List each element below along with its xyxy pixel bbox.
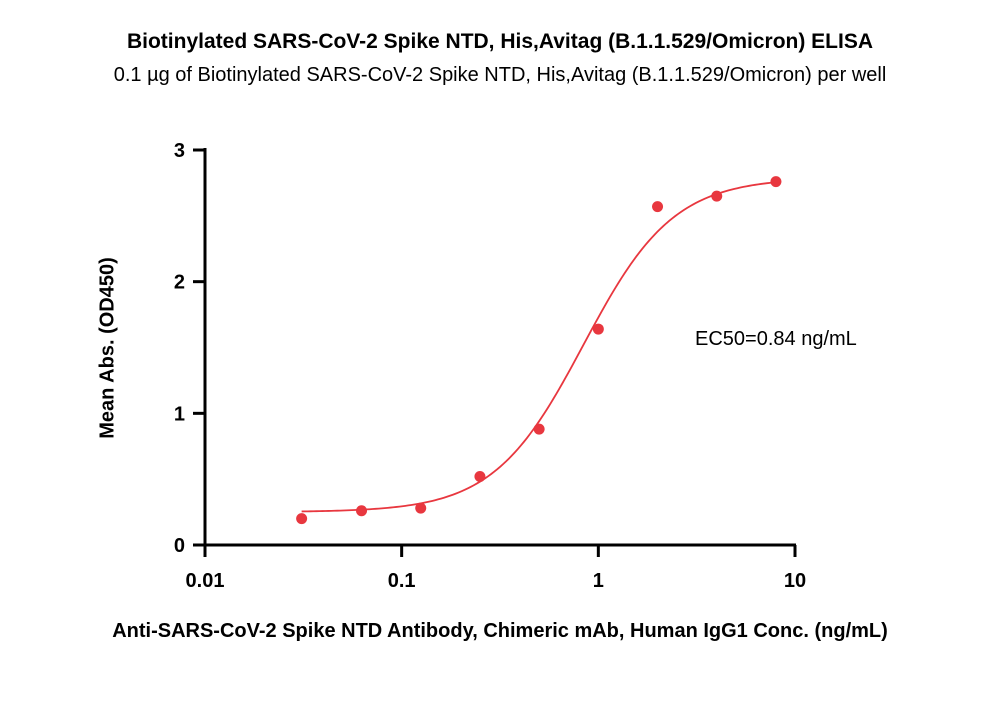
y-tick-label-1: 1 xyxy=(174,403,185,425)
fit-curve-0 xyxy=(301,181,777,513)
data-point-2 xyxy=(415,502,427,514)
y-tick-label-3: 3 xyxy=(174,140,185,162)
chart-subtitle: 0.1 µg of Biotinylated SARS-CoV-2 Spike … xyxy=(113,64,887,86)
data-point-0 xyxy=(296,513,308,525)
data-point-6 xyxy=(652,201,664,213)
x-tick-label-0: 0.01 xyxy=(186,570,225,592)
data-point-1 xyxy=(356,505,368,517)
x-tick-label-1: 0.1 xyxy=(388,570,416,592)
data-point-4 xyxy=(533,423,545,435)
x-tick-label-3: 10 xyxy=(784,570,806,592)
chart-title: Biotinylated SARS-CoV-2 Spike NTD, His,A… xyxy=(126,30,874,53)
y-axis-label: Mean Abs. (OD450) xyxy=(96,257,119,439)
y-tick-label-2: 2 xyxy=(174,272,185,294)
data-point-5 xyxy=(592,323,604,335)
data-point-8 xyxy=(770,176,782,188)
x-tick-label-2: 1 xyxy=(593,570,604,592)
y-tick-label-0: 0 xyxy=(174,535,185,557)
data-point-3 xyxy=(474,471,486,483)
data-point-7 xyxy=(711,190,723,202)
x-axis-label: Anti-SARS-CoV-2 Spike NTD Antibody, Chim… xyxy=(112,620,888,642)
ec50-annotation: EC50=0.84 ng/mL xyxy=(695,328,857,350)
